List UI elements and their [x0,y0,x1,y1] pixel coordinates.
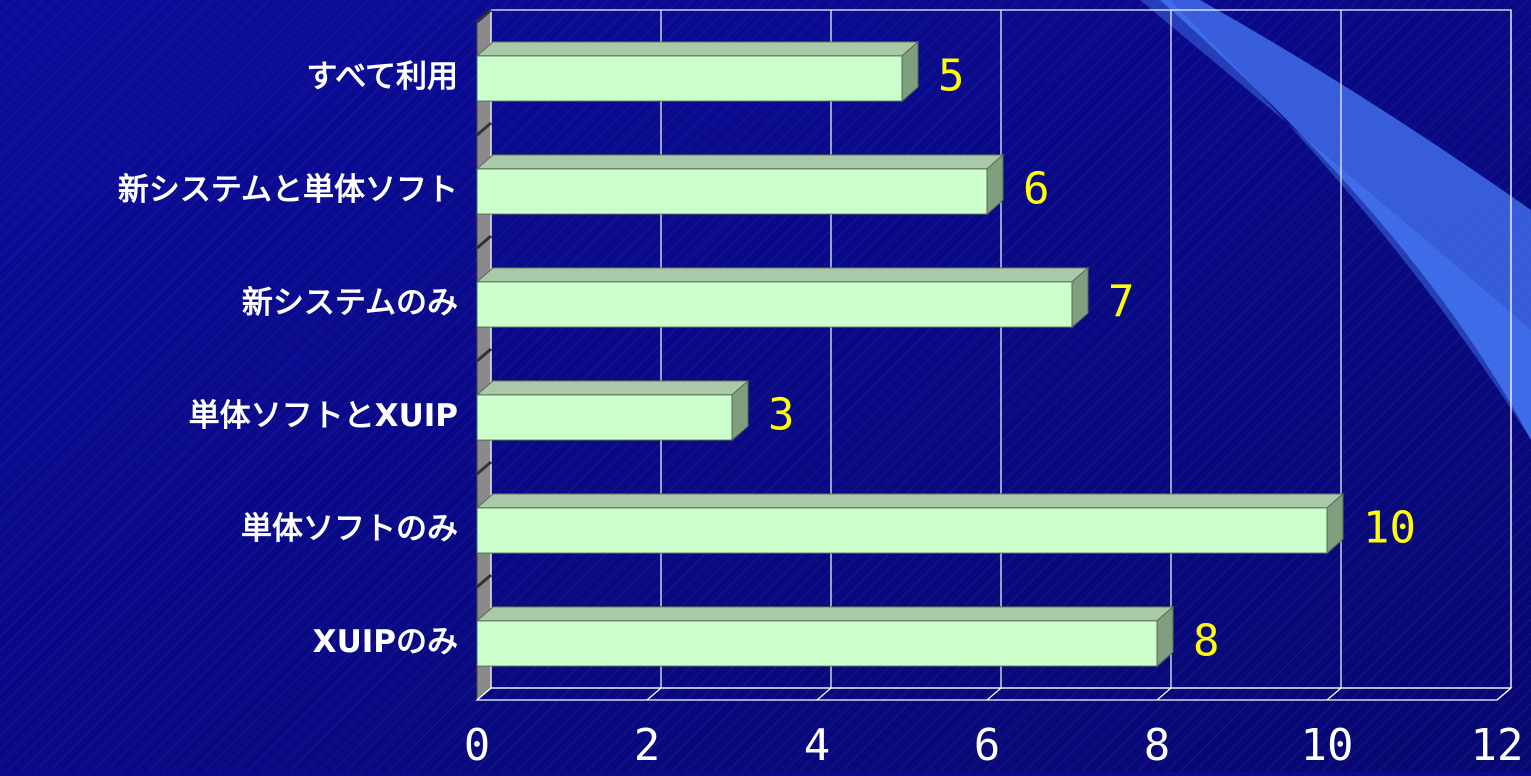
bar [476,507,1328,554]
value-label: 6 [1023,164,1050,215]
bar [476,281,1073,328]
x-tick-label: 2 [634,720,661,771]
value-label: 8 [1193,616,1220,667]
x-tick-label: 4 [804,720,831,771]
bar-top [475,380,750,396]
category-tick [476,460,492,476]
bar [476,394,733,441]
tick-mark [1326,687,1342,701]
x-tick-label: 12 [1471,720,1524,771]
bar-top [475,606,1175,622]
bar-top [475,493,1345,509]
x-tick-label: 8 [1144,720,1171,771]
tick-mark [1156,687,1172,701]
bar-top [475,267,1090,283]
bar [476,55,903,102]
bar-top [475,41,920,57]
bar [476,620,1158,667]
category-label: 新システムのみ [242,285,458,321]
x-tick-label: 6 [974,720,1001,771]
tick-mark [986,687,1002,701]
category-tick [476,234,492,250]
bar [476,168,988,215]
value-label: 10 [1363,503,1416,554]
category-tick [476,573,492,589]
category-tick [476,347,492,363]
bar-top [475,154,1005,170]
x-tick-label: 10 [1301,720,1354,771]
tick-mark [646,687,662,701]
category-label: 単体ソフトのみ [241,511,458,547]
tick-mark [476,687,492,701]
value-label: 3 [768,390,795,441]
category-label: 新システムと単体ソフト [118,172,458,208]
category-tick [476,8,492,24]
category-label: XUIPのみ [313,624,458,660]
x-tick-label: 0 [464,720,491,771]
value-label: 7 [1108,277,1135,328]
category-tick [476,121,492,137]
value-label: 5 [938,51,965,102]
category-label: すべて利用 [306,59,458,95]
category-label: 単体ソフトとXUIP [189,398,458,434]
tick-mark [1496,687,1512,701]
tick-mark [816,687,832,701]
decor-swoosh [1160,0,1531,440]
